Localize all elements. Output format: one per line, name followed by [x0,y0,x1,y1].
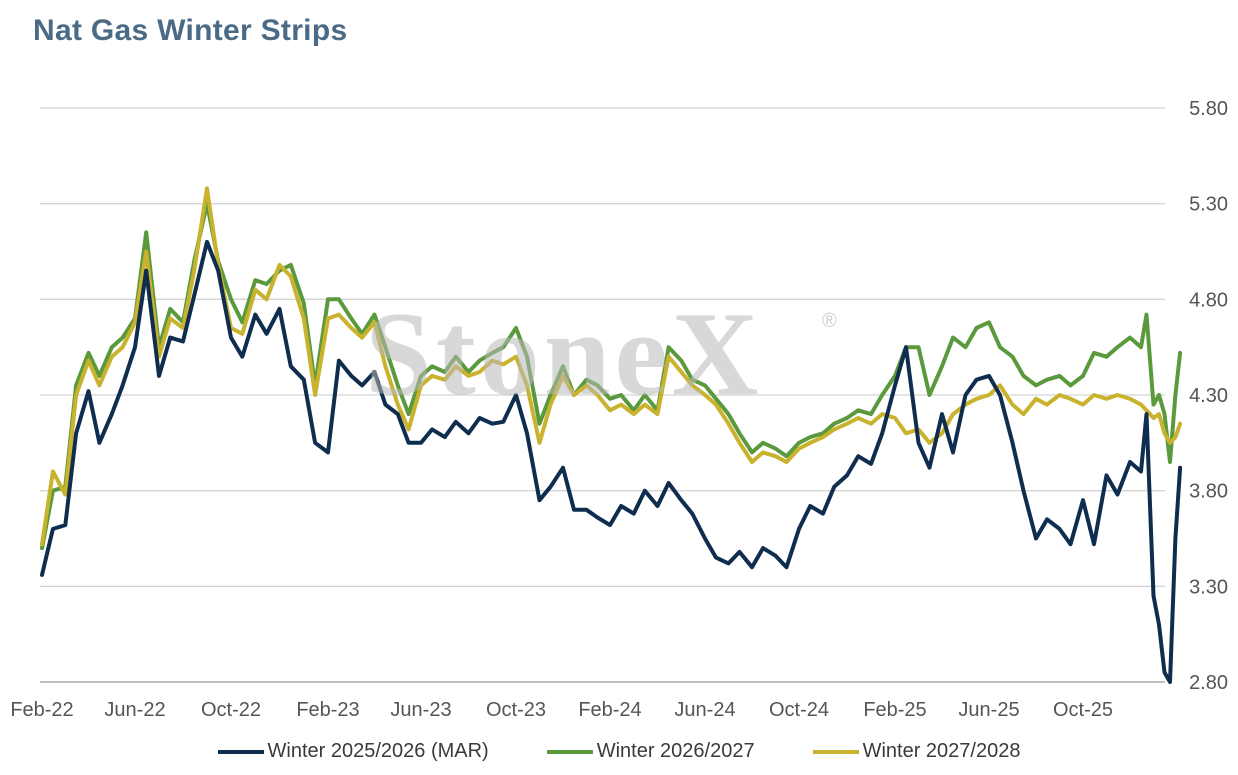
legend-label-winter-2026-2027: Winter 2026/2027 [596,740,755,762]
legend-label-winter-2027-2028: Winter 2027/2028 [862,740,1021,762]
x-tick-label: Feb-25 [863,699,926,721]
chart-canvas: 2.80 3.30 3.80 4.30 4.80 5.30 5.80 Feb-22 Jun-2… [10,98,1228,721]
legend-label-winter-2025-2026: Winter 2025/2026 (MAR) [267,740,489,762]
x-tick-label: Jun-22 [104,699,165,721]
chart-title: Nat Gas Winter Strips [33,14,348,47]
watermark-registered-mark: ® [822,310,837,332]
series-line-winter-2025-2026-mar [40,239,1183,684]
y-axis-tick-labels: 2.80 3.30 3.80 4.30 4.80 5.30 5.80 [1189,98,1228,694]
gridlines [40,107,1165,683]
y-tick-label: 3.30 [1189,576,1228,598]
legend-item-winter-2026-2027: Winter 2026/2027 [546,740,755,763]
legend: Winter 2025/2026 (MAR) Winter 2026/2027 … [0,740,1238,763]
y-tick-label: 3.80 [1189,481,1228,503]
legend-swatch-winter-2026-2027 [546,749,593,754]
legend-item-winter-2027-2028: Winter 2027/2028 [812,740,1021,763]
x-tick-label: Oct-22 [201,699,261,721]
y-tick-label: 5.30 [1189,194,1228,216]
x-tick-label: Oct-23 [486,699,546,721]
x-tick-label: Feb-24 [578,699,641,721]
x-tick-label: Oct-24 [769,699,829,721]
y-tick-label: 2.80 [1189,672,1228,694]
legend-item-winter-2025-2026: Winter 2025/2026 (MAR) [217,740,489,763]
x-tick-label: Oct-25 [1053,699,1113,721]
x-tick-label: Jun-24 [674,699,735,721]
x-tick-label: Jun-25 [958,699,1019,721]
x-tick-label: Feb-22 [10,699,73,721]
y-tick-label: 4.80 [1189,289,1228,311]
y-tick-label: 4.30 [1189,385,1228,407]
legend-swatch-winter-2027-2028 [812,749,859,754]
x-tick-label: Jun-23 [390,699,451,721]
series-line-winter-2027-2028 [40,186,1183,547]
x-axis-tick-labels: Feb-22 Jun-22 Oct-22 Feb-23 Jun-23 Oct-23 Feb-… [10,699,1113,721]
series-line-winter-2026-2027 [40,201,1183,551]
series-lines [40,186,1183,684]
stonex-watermark: StoneX [365,287,763,420]
y-tick-label: 5.80 [1189,98,1228,120]
legend-swatch-winter-2025-2026 [217,749,264,754]
x-tick-label: Feb-23 [296,699,359,721]
